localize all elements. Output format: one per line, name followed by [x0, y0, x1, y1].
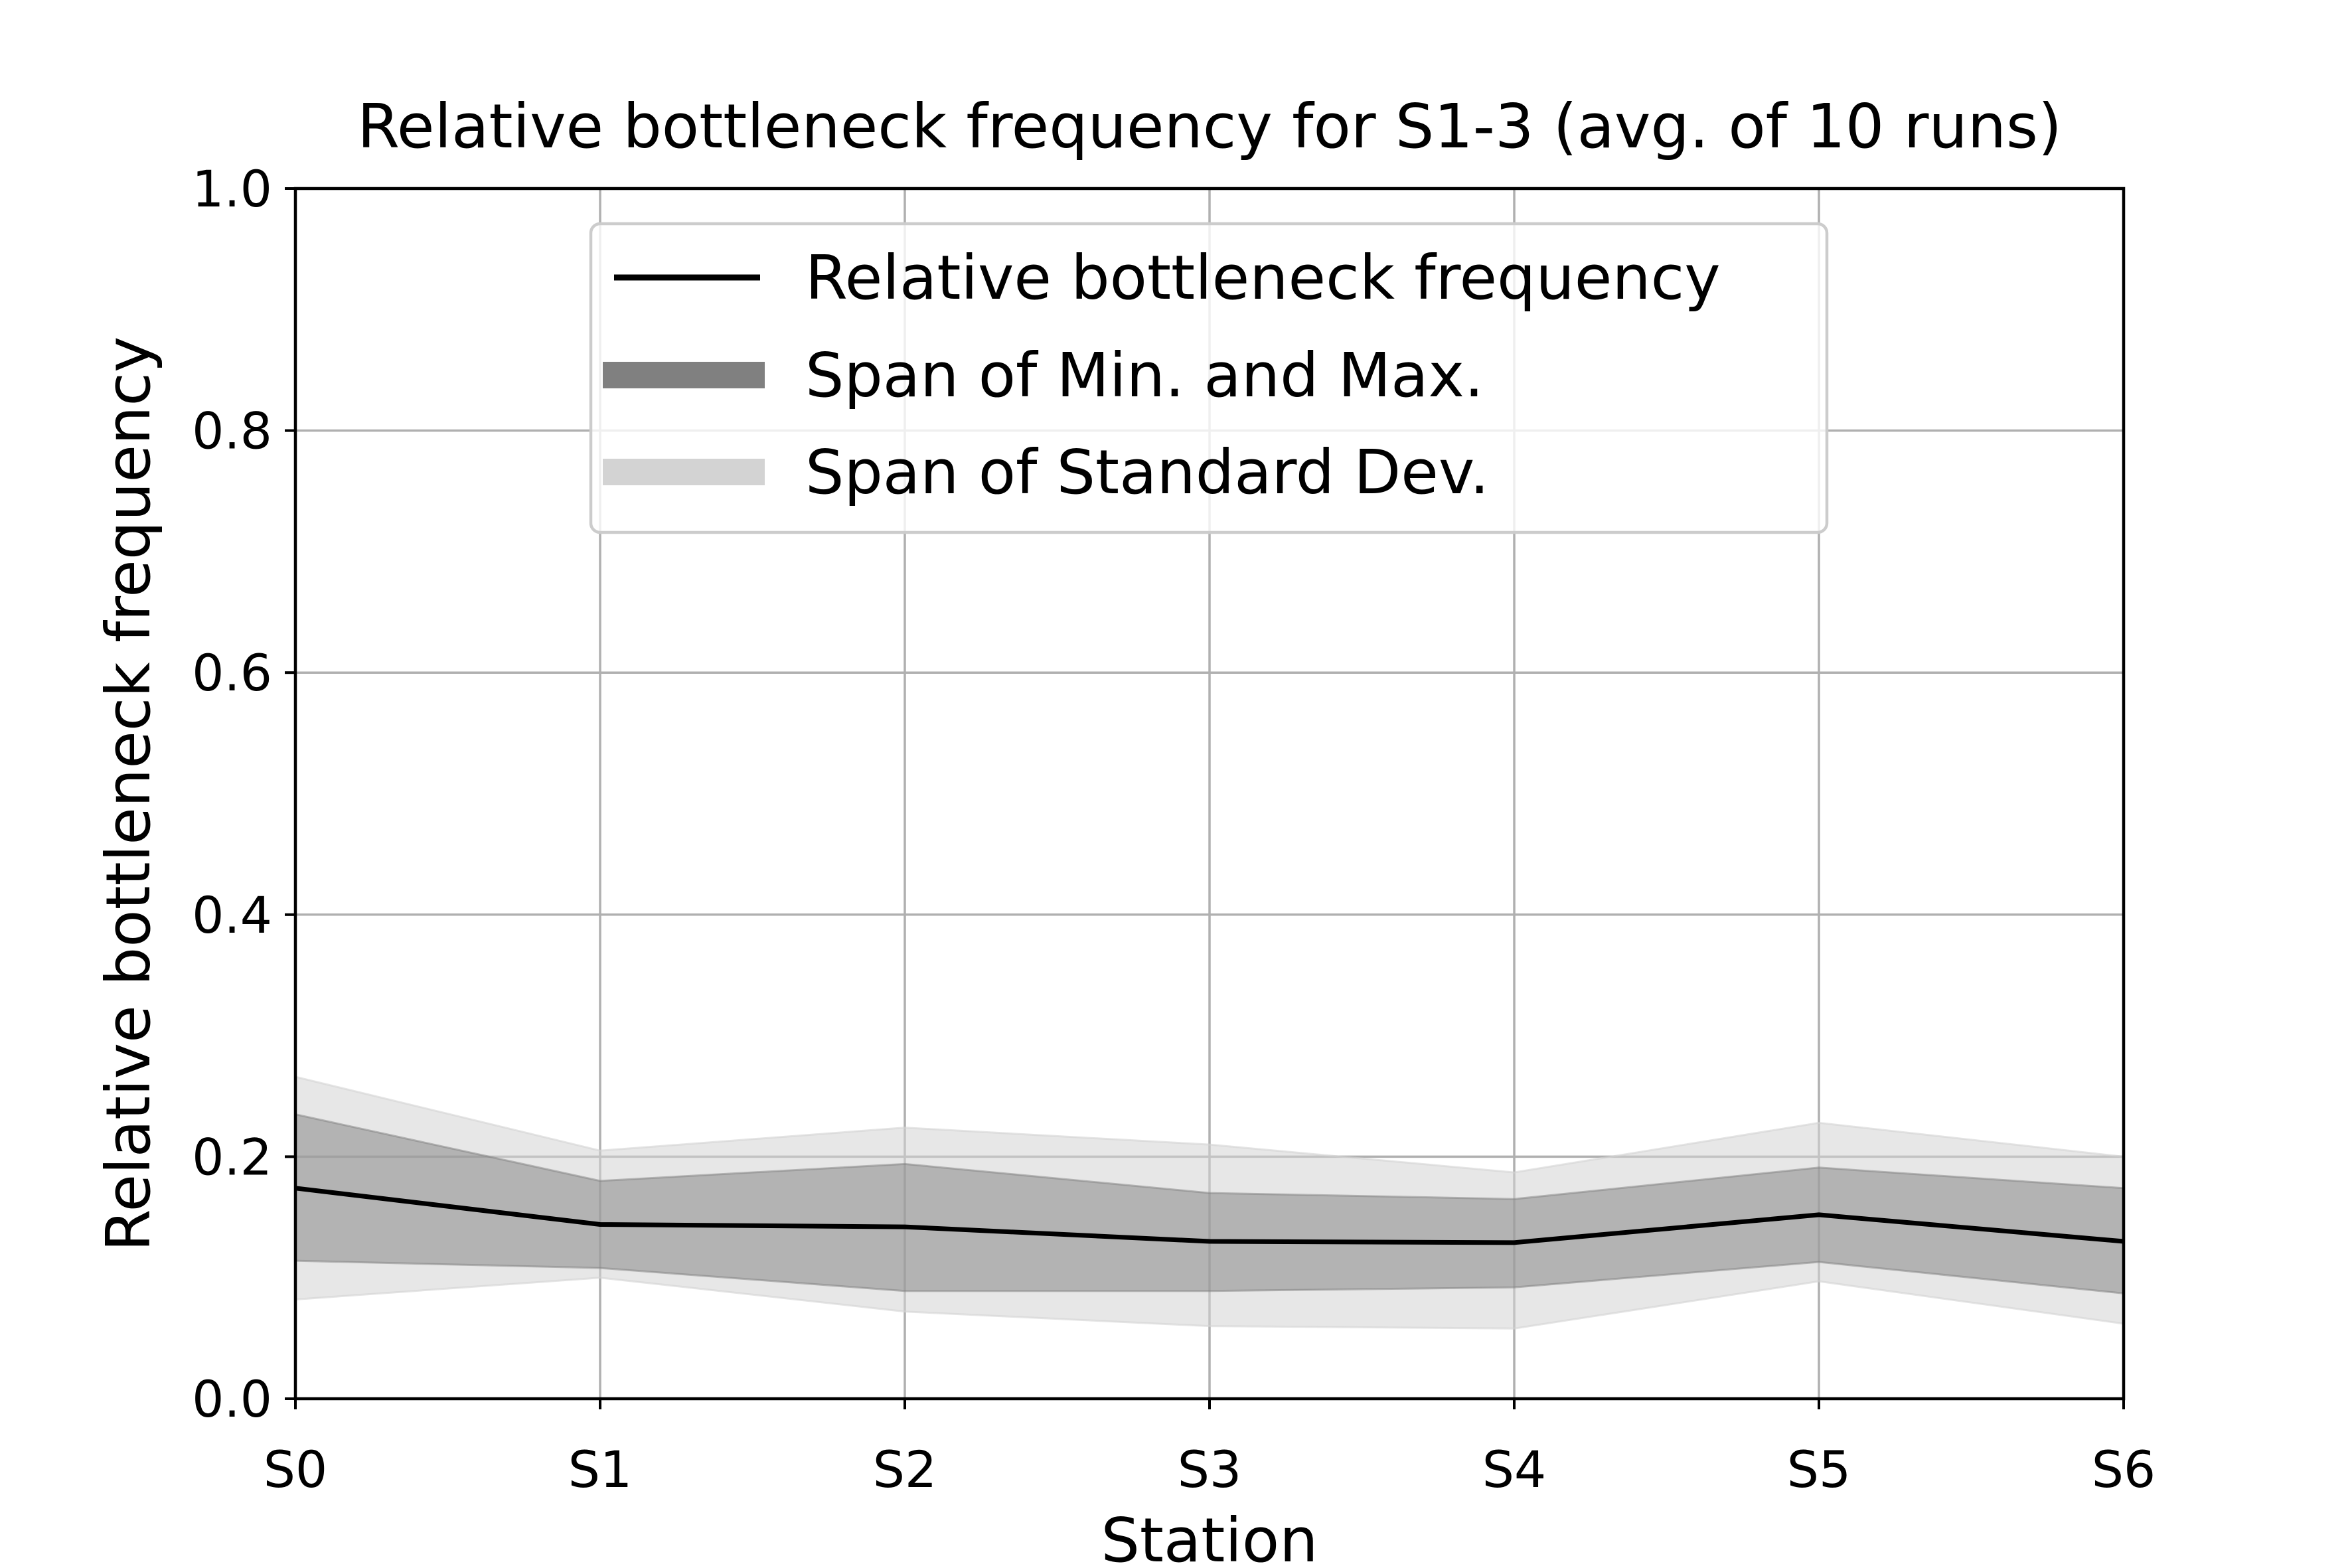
x-tick-label: S0	[264, 1440, 328, 1499]
axes: S0 S1 S2 S3 S4 S5 S6 0.0 0.2 0.4 0.6 0.8 1.0	[192, 159, 2156, 1499]
y-tick-label: 0.4	[192, 886, 272, 945]
legend-item: Relative bottleneck frequency	[614, 242, 1721, 313]
legend-label: Relative bottleneck frequency	[805, 242, 1721, 313]
legend-item: Span of Min. and Max.	[603, 340, 1484, 411]
x-tick-label: S1	[568, 1440, 633, 1499]
legend-frame	[589, 222, 1829, 534]
y-tick-label: 0.8	[192, 402, 272, 461]
x-tick-label: S6	[2092, 1440, 2156, 1499]
x-tick-label: S4	[1482, 1440, 1547, 1499]
legend-swatch-std-dev	[603, 459, 765, 485]
band-layer	[294, 1075, 2125, 1330]
x-tick-label: S3	[1178, 1440, 1242, 1499]
legend: Relative bottleneck frequency Span of Min…	[589, 222, 1829, 534]
legend-label: Span of Standard Dev.	[805, 437, 1489, 508]
y-tick-label: 1.0	[192, 159, 272, 218]
x-tick-label: S2	[873, 1440, 937, 1499]
legend-label: Span of Min. and Max.	[805, 340, 1484, 411]
legend-swatch-min-max	[603, 362, 765, 388]
x-axis-label: Station	[1101, 1505, 1318, 1568]
y-tick-label: 0.6	[192, 643, 272, 702]
y-axis-label: Relative bottleneck frequency	[93, 337, 164, 1252]
y-tick-label: 0.2	[192, 1127, 272, 1186]
y-tick-label: 0.0	[192, 1370, 272, 1429]
x-tick-label: S5	[1787, 1440, 1851, 1499]
legend-item: Span of Standard Dev.	[603, 437, 1489, 508]
chart-title: Relative bottleneck frequency for S1-3 (…	[357, 91, 2062, 162]
